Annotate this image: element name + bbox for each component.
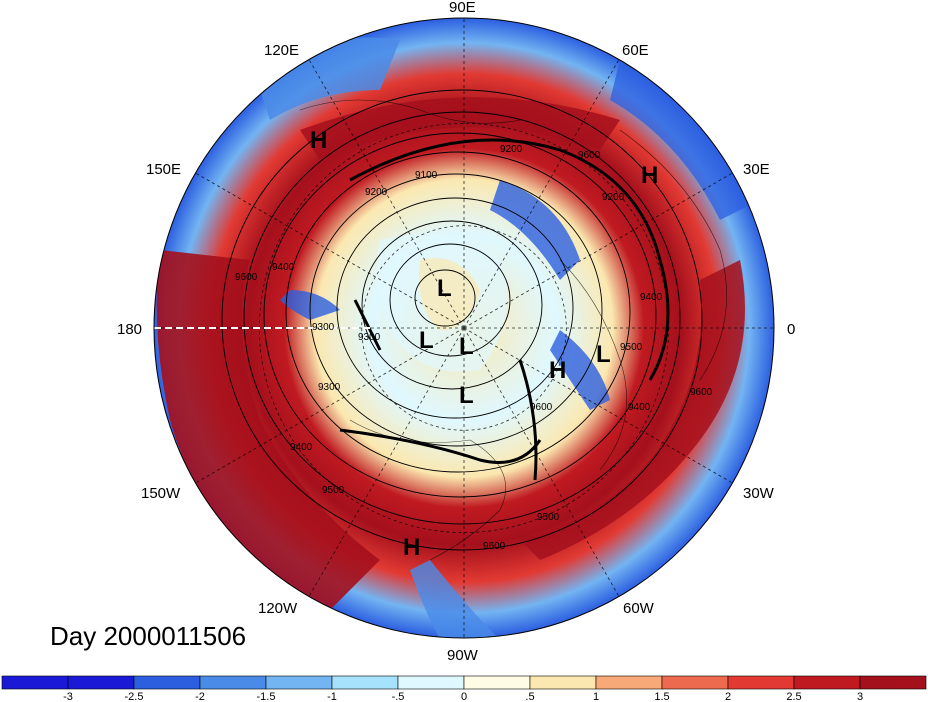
colorbar-tick-label: -.5 bbox=[392, 691, 405, 702]
colorbar-tick-label: -2.5 bbox=[125, 691, 144, 702]
colorbar-swatch bbox=[463, 675, 531, 690]
colorbar-tick-label: -1 bbox=[327, 691, 337, 702]
low-arctic-2: L bbox=[419, 327, 434, 354]
lon-label-90e: 90E bbox=[449, 0, 476, 16]
meridian-line bbox=[463, 327, 733, 484]
contour-label: 9600 bbox=[530, 402, 553, 413]
colorbar-swatch bbox=[859, 675, 927, 690]
colorbar-tick-label: 1 bbox=[593, 691, 599, 702]
contour-label: 9200 bbox=[602, 192, 625, 203]
colorbar-tick-label: 2 bbox=[725, 691, 731, 702]
colorbar-swatch bbox=[793, 675, 861, 690]
contour-label: 9500 bbox=[620, 342, 643, 353]
colorbar-tick-label: -3 bbox=[63, 691, 73, 702]
meridian-line bbox=[463, 327, 620, 597]
contour-label: 9600 bbox=[235, 272, 258, 283]
colorbar-swatch bbox=[331, 675, 399, 690]
lon-label-60e: 60E bbox=[622, 42, 649, 59]
contour-label: 9300 bbox=[312, 322, 335, 333]
colorbar-tick-label: 3 bbox=[857, 691, 863, 702]
colorbar-swatch bbox=[595, 675, 663, 690]
lon-label-150w: 150W bbox=[141, 485, 181, 502]
lon-label-180: 180 bbox=[117, 321, 142, 338]
lon-label-30e: 30E bbox=[743, 161, 770, 178]
lon-label-90w: 90W bbox=[447, 647, 479, 664]
low-arctic-1: L bbox=[437, 275, 452, 302]
colorbar-tick-label: 1.5 bbox=[654, 691, 669, 702]
pressure-centers: H H H H L L L L L bbox=[310, 127, 658, 561]
lon-label-150e: 150E bbox=[146, 161, 181, 178]
meridian-line bbox=[195, 172, 465, 329]
contour-label: 9400 bbox=[272, 262, 295, 273]
contour-label: 9600 bbox=[578, 150, 601, 161]
anomaly-field bbox=[154, 18, 774, 638]
high-europe: H bbox=[641, 162, 658, 189]
lon-label-120w: 120W bbox=[258, 600, 298, 617]
contour-label: 9600 bbox=[690, 387, 713, 398]
meridian-line bbox=[308, 327, 465, 597]
high-north-atlantic: H bbox=[549, 357, 566, 384]
contour-label: 9400 bbox=[628, 402, 651, 413]
contour-label: 9600 bbox=[483, 541, 506, 552]
colorbar-swatch bbox=[529, 675, 597, 690]
lon-label-120e: 120E bbox=[264, 42, 299, 59]
colorbar-swatch bbox=[265, 675, 333, 690]
meridian-line bbox=[195, 327, 465, 484]
colorbar-tick-label: 0 bbox=[461, 691, 467, 702]
colorbar-swatch bbox=[133, 675, 201, 690]
contour-label: 9400 bbox=[640, 292, 663, 303]
low-scandinavia: L bbox=[596, 341, 611, 368]
contour-label: 9500 bbox=[537, 512, 560, 523]
low-arctic-3: L bbox=[459, 333, 474, 360]
contour-label: 9100 bbox=[415, 170, 438, 181]
colorbar-tick-label: -1.5 bbox=[257, 691, 276, 702]
contour-label: 9300 bbox=[318, 382, 341, 393]
contour-label: 9300 bbox=[358, 332, 381, 343]
meridian-line bbox=[463, 59, 620, 329]
high-central-america: H bbox=[403, 534, 420, 561]
colorbar-swatch bbox=[1, 675, 69, 690]
colorbar-swatch bbox=[67, 675, 135, 690]
colorbar-swatch bbox=[727, 675, 795, 690]
high-east-asia: H bbox=[310, 127, 327, 154]
contour-label: 9200 bbox=[365, 187, 388, 198]
day-title: Day 2000011506 bbox=[50, 621, 246, 651]
colorbar: -3 -2.5 -2 -1.5 -1 -.5 0 .5 1 1.5 2 2.5 3 bbox=[1, 675, 927, 702]
colorbar-tick-label: -2 bbox=[195, 691, 205, 702]
meridian-line bbox=[463, 172, 733, 329]
contour-label: 9200 bbox=[500, 144, 523, 155]
lon-label-30w: 30W bbox=[743, 485, 775, 502]
contour-label: 9500 bbox=[322, 485, 345, 496]
colorbar-swatch bbox=[661, 675, 729, 690]
contour-label: 9400 bbox=[290, 442, 313, 453]
colorbar-swatch bbox=[397, 675, 465, 690]
colorbar-tick-label: .5 bbox=[525, 691, 534, 702]
colorbar-tick-label: 2.5 bbox=[786, 691, 801, 702]
contour-labels: 9100 9200 9300 9300 9400 9400 9400 9500 … bbox=[235, 144, 713, 552]
lon-label-0: 0 bbox=[787, 321, 795, 338]
meridian-line bbox=[308, 59, 465, 329]
lon-label-60w: 60W bbox=[623, 600, 655, 617]
latitude-circle bbox=[361, 225, 567, 431]
longitude-labels: 90E 60E 30E 0 30W 60W 90W 120W 150W 180 … bbox=[117, 0, 795, 664]
low-arctic-4: L bbox=[459, 382, 474, 409]
colorbar-swatch bbox=[199, 675, 267, 690]
